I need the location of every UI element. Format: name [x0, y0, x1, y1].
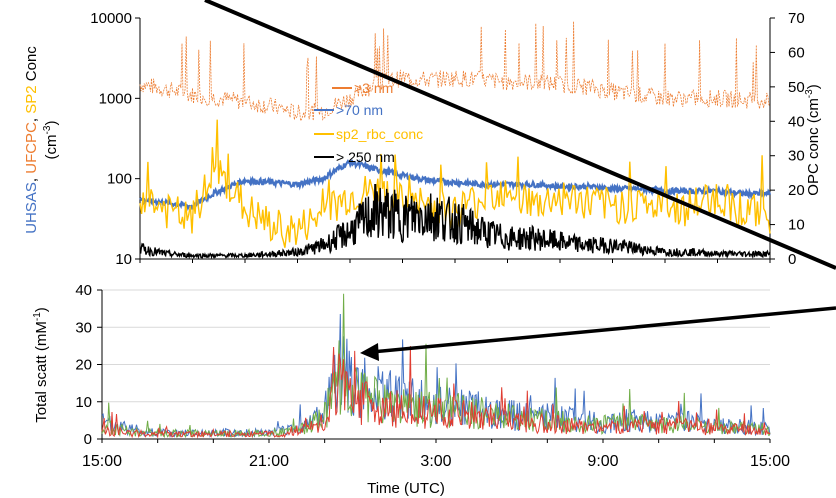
y-axis-label-part: ,	[23, 114, 40, 122]
x-tick-label: 15:00	[750, 453, 790, 470]
label-sup: -1	[32, 312, 43, 321]
y2-label-part: )	[805, 84, 822, 89]
y-tick-label: 100	[107, 171, 132, 188]
bottom-chart: 40 30 20 10 0 15:00 21:00 3:00 9:00 15:00 Time (UT…	[32, 282, 790, 497]
y-axis-label: UHSAS, UFCPC, SP2 Conc	[23, 46, 40, 234]
y-tick-label: 10000	[90, 10, 132, 27]
y-tick-label: 0	[84, 431, 92, 448]
series-line	[139, 119, 771, 248]
arrow-shaft	[371, 306, 836, 354]
x-tick-label: 15:00	[82, 453, 122, 470]
series-line	[101, 345, 771, 439]
y2-label-part: OPC conc (cm	[805, 98, 822, 196]
y-axis-label-part: UHSAS	[23, 182, 40, 234]
unit-part: (cm	[43, 134, 60, 159]
y2-tick-label: 20	[788, 182, 805, 199]
y2-tick-label: 10	[788, 217, 805, 234]
legend-label: > 250 nm	[336, 149, 395, 165]
y-tick-label: 10	[75, 394, 92, 411]
y-axis-label-part: SP2	[23, 85, 40, 113]
y-axis-label-part: Conc	[23, 46, 40, 86]
y2-label-sup: -3	[804, 89, 815, 98]
x-tick-label: 21:00	[249, 453, 289, 470]
y-tick-label: 40	[75, 282, 92, 299]
legend-label: >70 nm	[336, 102, 383, 118]
series-line	[140, 184, 771, 260]
x-axis-label: Time (UTC)	[367, 480, 445, 497]
x-tick-label: 9:00	[587, 453, 618, 470]
label-part: Total scatt (mM	[33, 321, 50, 423]
y2-tick-label: 70	[788, 10, 805, 27]
y-axis-label-part: ,	[23, 174, 40, 182]
x-tick-label: 3:00	[420, 453, 451, 470]
y-tick-label: 1000	[99, 90, 132, 107]
diagonal-line	[204, 0, 836, 270]
legend-label: sp2_rbc_conc	[336, 126, 423, 142]
y-tick-label: 20	[75, 357, 92, 374]
y2-tick-label: 50	[788, 79, 805, 96]
legend-label: >3 nm	[354, 80, 393, 96]
unit-part: )	[43, 121, 60, 126]
arrow-head	[360, 343, 379, 361]
y-tick-label: 10	[115, 251, 132, 268]
y-axis-label-unit: (cm-3)	[42, 121, 60, 160]
y2-tick-label: 60	[788, 44, 805, 61]
annotation-arrows	[204, 0, 836, 361]
unit-sup: -3	[42, 125, 53, 134]
y-axis-label: Total scatt (mM-1)	[32, 307, 50, 423]
y-tick-label: 30	[75, 319, 92, 336]
y2-tick-label: 0	[788, 251, 796, 268]
label-part: )	[33, 307, 50, 312]
y2-tick-label: 40	[788, 113, 805, 130]
y2-axis-label: OPC conc (cm-3)	[804, 84, 822, 195]
y-axis-label-part: UFCPC	[23, 122, 40, 174]
y2-tick-label: 30	[788, 148, 805, 165]
